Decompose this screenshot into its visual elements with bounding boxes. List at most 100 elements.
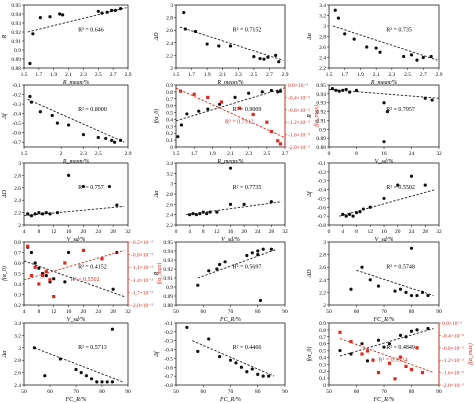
y-tick-label: 0.94: [316, 92, 326, 98]
y-tick-label: 0.89: [316, 136, 326, 142]
data-point: [239, 365, 243, 369]
fit-line: [179, 26, 284, 61]
y-tick-label: 2.2: [319, 66, 326, 72]
x-tick-label: 50: [173, 309, 179, 315]
x-tick-label: 2.7: [282, 151, 289, 157]
data-point: [61, 13, 65, 17]
data-point: [29, 100, 34, 104]
x-axis-label: V_sd/%: [67, 317, 86, 323]
panel-11: 50 60 70 80 90 0.88 0.89 0.9 0.91 0.92 0.93 0.94 0.9…: [154, 240, 288, 323]
y2-tick-label: -0.4×10⁻²: [442, 333, 464, 339]
y-tick-label: 0.4: [166, 117, 173, 123]
x-tick-label: 1.9: [204, 72, 211, 78]
y-tick-label: 2.2: [319, 290, 326, 296]
x-tick-label: 32: [125, 229, 131, 235]
data-point: [374, 46, 378, 50]
x-tick-label: 16: [66, 229, 72, 235]
x-axis-label: R_mean/%: [216, 159, 243, 165]
x-tick-label: 2.5: [95, 151, 102, 157]
y-tick-label: 0.8: [319, 328, 326, 334]
y-tick-label: 0.92: [11, 30, 21, 36]
data-point: [197, 109, 201, 113]
x-tick-label: 50: [173, 389, 179, 395]
data-point: [63, 280, 67, 284]
data-point: [421, 55, 425, 60]
y-tick-label: 3: [323, 240, 326, 246]
x-tick-label: 0: [175, 229, 178, 235]
data-point: [29, 250, 34, 255]
data-point: [276, 90, 280, 94]
data-point: [256, 249, 260, 253]
data-point: [349, 287, 353, 291]
data-point: [179, 123, 184, 127]
x-tick-label: 2.5: [250, 72, 257, 78]
data-point: [260, 90, 264, 94]
y-tick-label: 0.9: [166, 285, 173, 291]
y-tick-label: 0.91: [11, 39, 21, 45]
y-tick-label: -0.1: [317, 161, 326, 167]
y2-tick-label: -1.6×10⁻²: [442, 371, 464, 377]
data-point: [105, 10, 109, 14]
x-tick-label: 32: [436, 151, 442, 157]
data-point: [348, 212, 352, 216]
x-tick-label: 60: [47, 389, 53, 395]
y-tick-label: -0.2: [317, 170, 326, 176]
fit-line: [27, 7, 127, 33]
x-tick-label: 0: [328, 229, 331, 235]
data-point: [358, 210, 362, 214]
y2-tick-label: -0.8×10⁻²: [442, 346, 464, 352]
x-tick-label: 80: [409, 389, 415, 395]
y2-axis-label: f(α_max): [467, 343, 474, 365]
data-point: [365, 45, 369, 49]
data-point: [398, 287, 403, 291]
data-point: [233, 95, 237, 99]
y-tick-label: 0.9: [166, 83, 173, 89]
data-point: [382, 101, 386, 105]
data-point: [415, 58, 419, 62]
data-point: [228, 202, 233, 206]
y-axis-label: Δα: [307, 32, 313, 41]
y-tick-label: 0.94: [163, 249, 173, 255]
data-point: [393, 289, 397, 293]
secondary-data-point: [415, 346, 419, 350]
y-tick-label: -0.5: [164, 356, 173, 362]
panel-2: 1.5 1.7 1.9 2.1 2.3 2.5 2.7 2.9 2 2.2 2.4 2.6 2.8 3 R_…: [154, 3, 289, 86]
y2-tick-label: -0.8×10⁻²: [131, 253, 153, 259]
secondary-data-point: [371, 358, 375, 362]
r-squared-label: R² = 0.8000: [78, 107, 107, 113]
data-point: [218, 262, 222, 267]
data-point: [32, 346, 37, 350]
data-point: [48, 212, 52, 216]
y-tick-label: 0.3: [166, 124, 173, 130]
x-tick-label: 70: [381, 389, 387, 395]
y-tick-label: -0.3: [12, 102, 21, 108]
data-point: [351, 214, 355, 218]
y2-tick-label: -0.4×10⁻²: [288, 95, 310, 101]
x-tick-label: 2.9: [125, 72, 132, 78]
data-point: [430, 98, 434, 102]
data-point: [262, 57, 266, 61]
data-point: [110, 327, 114, 331]
data-point: [26, 212, 30, 216]
data-point: [208, 210, 212, 214]
y-tick-label: 0.95: [163, 240, 173, 246]
x-tick-label: 90: [282, 389, 288, 395]
data-point: [55, 121, 60, 125]
y-tick-label: 0.7: [14, 251, 21, 257]
y-tick-label: -0.1: [164, 321, 173, 327]
plot-frame: [328, 241, 440, 306]
x-axis-label: R_mean/%: [62, 159, 89, 165]
data-point: [409, 174, 414, 178]
data-point: [341, 212, 345, 216]
x-tick-label: 1.7: [191, 151, 198, 157]
panel-3: 1.5 1.7 1.9 2.1 2.3 2.5 2.7 2.9 2.2 2.4 2.6 2.8 3 3.2…: [307, 3, 443, 86]
y-tick-label: 0.8: [14, 240, 21, 246]
x-tick-label: 70: [73, 389, 79, 395]
y2-axis-label: f(α_max): [313, 105, 320, 127]
y-tick-label: 2: [323, 303, 326, 309]
y-tick-label: 0.91: [163, 276, 173, 282]
x-axis-label: R_mean/%: [370, 80, 397, 86]
y-tick-label: -0.5: [12, 121, 21, 127]
plot-frame: [175, 4, 286, 69]
data-point: [378, 50, 382, 54]
